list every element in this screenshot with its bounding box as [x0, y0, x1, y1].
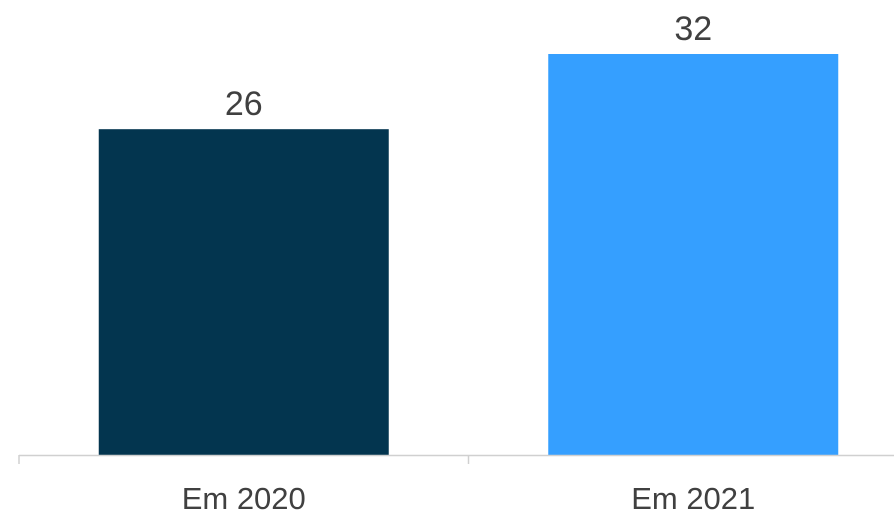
x-axis [18, 454, 894, 464]
bar-em-2021 [548, 54, 839, 455]
bars-group [98, 54, 839, 455]
x-tick-labels-group: Em 2020 Em 2021 [182, 481, 756, 512]
data-labels-group: 26 32 [225, 10, 712, 123]
data-label: 26 [225, 85, 263, 123]
data-label: 32 [674, 10, 712, 48]
x-tick-label: Em 2021 [631, 481, 755, 512]
bar-em-2020 [98, 129, 389, 455]
x-tick-label: Em 2020 [182, 481, 306, 512]
